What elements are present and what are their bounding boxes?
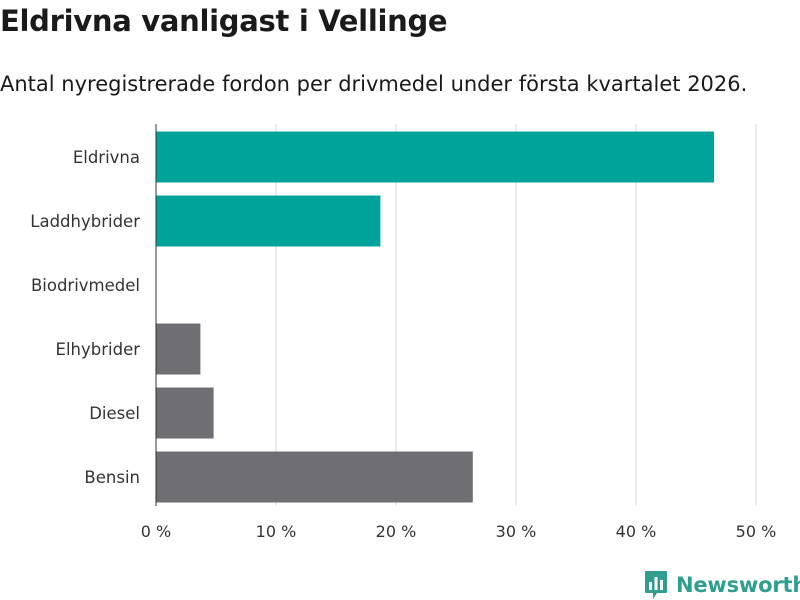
bar	[156, 451, 473, 503]
bar	[156, 323, 201, 375]
chart-subtitle: Antal nyregistrerade fordon per drivmede…	[0, 72, 748, 96]
x-tick-label: 50 %	[736, 522, 777, 541]
newsworthy-logo-icon	[645, 571, 667, 599]
chart-title: Eldrivna vanligast i Vellinge	[0, 4, 448, 38]
x-tick-label: 10 %	[256, 522, 297, 541]
category-label: Elhybrider	[56, 340, 141, 359]
x-tick-label: 40 %	[616, 522, 657, 541]
x-tick-label: 20 %	[376, 522, 417, 541]
bar	[156, 131, 714, 183]
category-label: Bensin	[84, 468, 140, 487]
x-tick-label: 0 %	[141, 522, 171, 541]
brand-name: Newsworthy	[676, 573, 800, 597]
category-label: Biodrivmedel	[31, 276, 140, 295]
category-label: Diesel	[89, 404, 140, 423]
x-tick-label: 30 %	[496, 522, 537, 541]
newsworthy-logo: Newsworthy	[644, 570, 800, 600]
category-label: Eldrivna	[73, 148, 140, 167]
category-label: Laddhybrider	[30, 212, 140, 231]
bar	[156, 387, 214, 439]
bar	[156, 195, 381, 247]
